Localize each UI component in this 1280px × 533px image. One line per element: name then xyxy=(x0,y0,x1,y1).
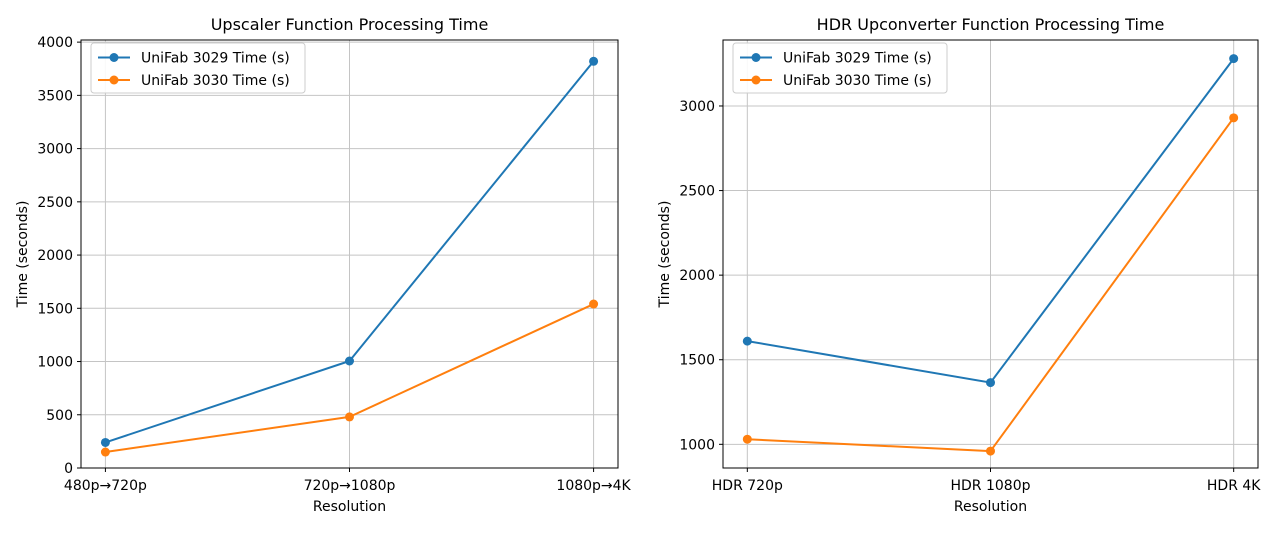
data-point xyxy=(986,378,995,388)
x-tick-label: 480p→720p xyxy=(64,478,147,494)
legend-label: UniFab 3030 Time (s) xyxy=(783,73,932,89)
x-tick-label: 720p→1080p xyxy=(304,478,396,494)
chart-1: 1000 1500 2000 2500 3000 HDR 720p HDR 1080p HDR… xyxy=(657,15,1261,515)
legend: UniFab 3029 Time (s) UniFab 3030 Time (s) xyxy=(90,42,306,94)
y-tick-label: 1000 xyxy=(37,355,73,371)
legend-label: UniFab 3029 Time (s) xyxy=(783,51,932,67)
y-tick-label: 2000 xyxy=(679,268,715,284)
data-point xyxy=(589,56,599,66)
data-point xyxy=(742,336,752,346)
data-point xyxy=(100,437,110,447)
data-point xyxy=(100,447,110,457)
y-tick-label: 1500 xyxy=(679,353,715,369)
chart-title: Upscaler Function Processing Time xyxy=(211,15,489,34)
legend: UniFab 3029 Time (s) UniFab 3030 Time (s) xyxy=(732,42,948,94)
y-tick-label: 3000 xyxy=(37,142,73,158)
x-axis-label: Resolution xyxy=(313,499,386,515)
x-tick-label: HDR 720p xyxy=(712,478,783,494)
x-tick-label: 1080p→4K xyxy=(556,478,631,494)
y-tick-label: 4000 xyxy=(37,35,73,51)
y-tick-label: 2500 xyxy=(37,195,73,211)
legend-label: UniFab 3029 Time (s) xyxy=(141,51,290,67)
y-tick-label: 500 xyxy=(46,408,73,424)
legend-marker xyxy=(751,53,761,62)
y-tick-label: 2000 xyxy=(37,248,73,264)
data-point xyxy=(345,356,354,366)
y-tick-label: 3000 xyxy=(679,99,715,115)
legend-marker xyxy=(109,53,119,62)
chart-title: HDR Upconverter Function Processing Time xyxy=(817,15,1165,34)
data-point xyxy=(1229,113,1239,123)
x-tick-label: HDR 1080p xyxy=(950,478,1030,494)
chart-0: 0 500 1000 1500 2000 2500 3000 3500 4000 480p→720… xyxy=(15,15,632,515)
legend-label: UniFab 3030 Time (s) xyxy=(141,73,290,89)
y-tick-label: 3500 xyxy=(37,88,73,104)
data-point xyxy=(1229,54,1239,64)
data-point xyxy=(742,434,752,444)
x-tick-label: HDR 4K xyxy=(1207,478,1261,494)
data-point xyxy=(345,412,354,422)
legend-marker xyxy=(109,75,119,85)
y-tick-label: 1500 xyxy=(37,301,73,317)
y-tick-label: 2500 xyxy=(679,184,715,200)
y-axis-label: Time (seconds) xyxy=(15,201,31,309)
y-axis-label: Time (seconds) xyxy=(657,201,673,309)
data-point xyxy=(986,446,995,456)
x-axis-label: Resolution xyxy=(954,499,1027,515)
legend-box xyxy=(732,42,948,94)
data-point xyxy=(589,299,599,309)
y-tick-label: 1000 xyxy=(679,437,715,453)
legend-marker xyxy=(751,75,761,85)
legend-box xyxy=(90,42,306,94)
y-tick-label: 0 xyxy=(64,461,73,477)
